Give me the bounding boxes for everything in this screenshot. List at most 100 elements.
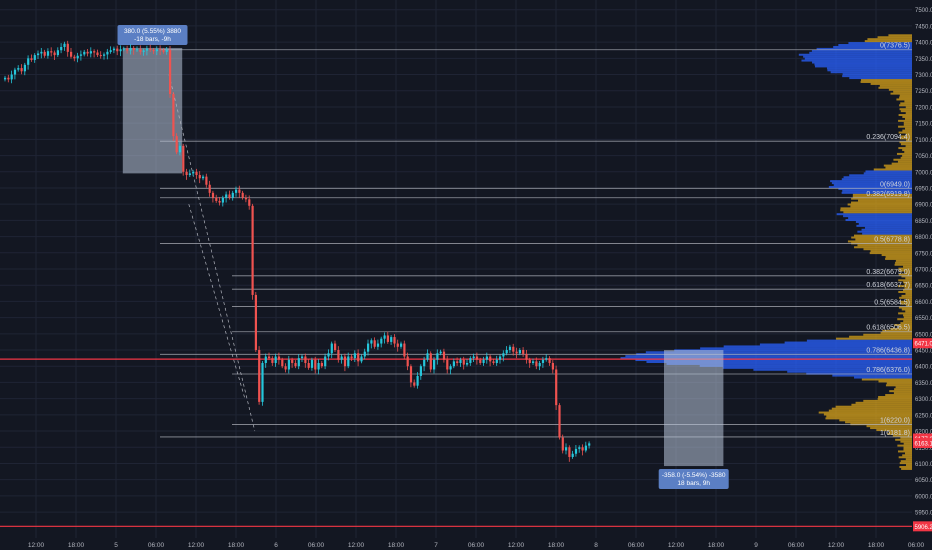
volume-profile-bar xyxy=(798,53,912,56)
volume-profile-bar xyxy=(896,152,912,155)
volume-profile-bar xyxy=(850,205,912,208)
volume-profile-bar xyxy=(855,401,912,404)
time-tick-label: 06:00 xyxy=(148,542,165,549)
price-tick-label: 6400.0 xyxy=(915,365,932,371)
volume-profile-bar xyxy=(905,106,912,109)
candle-body xyxy=(482,359,485,363)
candle-body xyxy=(93,51,96,53)
volume-profile-bar xyxy=(905,139,912,142)
volume-profile-bar xyxy=(823,413,912,416)
volume-profile-bar xyxy=(818,411,912,414)
candle-body xyxy=(297,358,300,367)
volume-profile-bar xyxy=(842,73,912,76)
volume-profile-bar xyxy=(894,324,912,327)
volume-profile-bar xyxy=(881,254,912,257)
candle-body xyxy=(274,356,277,363)
price-tick-label: 7500.0 xyxy=(915,8,932,14)
candle-body xyxy=(73,56,76,59)
volume-profile-bar xyxy=(900,322,912,325)
time-tick-label: 9 xyxy=(754,542,758,549)
price-badge xyxy=(913,438,932,449)
volume-profile-bar xyxy=(753,368,912,371)
candle-body xyxy=(370,340,373,344)
volume-profile-bar xyxy=(898,273,912,276)
volume-profile-bar xyxy=(896,98,912,101)
candle-body xyxy=(541,359,545,363)
candle-body xyxy=(99,55,102,57)
candle-body xyxy=(390,337,393,342)
candle-body xyxy=(188,173,191,176)
price-tick-label: 7000.0 xyxy=(915,170,932,176)
volume-profile-bar xyxy=(899,462,912,465)
candle-body xyxy=(383,335,386,339)
time-tick-label: 5 xyxy=(114,542,118,549)
dashed-trend-line[interactable] xyxy=(188,204,246,399)
candle-body xyxy=(192,171,195,174)
candle-body xyxy=(469,358,472,363)
volume-profile-bar xyxy=(904,127,912,130)
fib-level-label: 0(6949.0) xyxy=(880,181,910,188)
candle-body xyxy=(403,343,406,357)
candle-body xyxy=(317,362,320,370)
measure-label-line2: 18 bars, 9h xyxy=(677,480,710,487)
fib-level-label: 0.382(6679.0) xyxy=(866,269,910,276)
volume-profile-bar xyxy=(842,75,912,78)
price-axis[interactable]: 7500.0 7450.0 7400.0 7350.0 7300.0 7250.0 7200… xyxy=(912,0,932,550)
candle-body xyxy=(301,356,304,359)
volume-profile-bar xyxy=(903,320,912,323)
trend-projection-lines[interactable] xyxy=(168,74,256,432)
dashed-trend-line[interactable] xyxy=(168,74,256,432)
fib-level-label: 0.236(7094.4) xyxy=(866,134,910,141)
candle-body xyxy=(169,49,172,94)
candle-body xyxy=(324,356,327,367)
volume-profile-bar xyxy=(885,255,912,258)
volume-profile-bar xyxy=(854,234,912,237)
volume-profile-bar xyxy=(861,378,912,381)
volume-profile-bar xyxy=(897,318,912,321)
candle-body xyxy=(304,356,307,363)
fibonacci-levels[interactable]: 0(7376.5) 0.236(7094.4) 0(6949.0) 0.382(691… xyxy=(160,43,912,438)
candle-body xyxy=(165,49,168,52)
candle-body xyxy=(96,52,99,56)
candle-body xyxy=(492,361,495,363)
fib-level-label: 0.786(6376.0) xyxy=(866,367,910,374)
volume-profile-bar xyxy=(893,90,912,93)
volume-profile-bar xyxy=(904,287,912,290)
volume-profile-bar xyxy=(857,244,912,247)
measure-box-drop-2[interactable] xyxy=(664,350,724,467)
volume-profile-bar xyxy=(801,59,912,62)
volume-profile-bar xyxy=(898,114,912,117)
candle-body xyxy=(314,359,317,370)
candle-body xyxy=(380,338,383,344)
volume-profile-bar xyxy=(904,150,912,153)
candle-body xyxy=(538,362,541,367)
volume-profile-bar xyxy=(851,236,912,239)
volume-profile-bar xyxy=(898,290,912,293)
volume-profile-bar xyxy=(839,419,912,422)
price-axis-background xyxy=(912,0,932,550)
volume-profile-bar xyxy=(849,335,912,338)
volume-profile-bar xyxy=(870,82,912,85)
price-tick-label: 6600.0 xyxy=(915,300,932,306)
volume-profile-bar xyxy=(898,267,912,270)
candle-body xyxy=(23,64,26,72)
volume-profile-bar xyxy=(809,51,912,54)
measure-label-line2: -18 bars, -9h xyxy=(134,36,171,43)
volume-profile-bar xyxy=(832,374,912,377)
candle-body xyxy=(442,351,446,360)
price-tick-label: 6700.0 xyxy=(915,268,932,274)
horizontal-ray-levels[interactable] xyxy=(0,358,912,527)
candle-body xyxy=(10,74,13,80)
volume-profile-bar xyxy=(803,55,912,58)
price-badge-label: 5906.2 xyxy=(915,525,932,531)
volume-profile-bar xyxy=(843,211,912,214)
volume-profile-bar xyxy=(858,222,912,225)
candle-body xyxy=(172,93,175,137)
volume-profile-bar xyxy=(902,149,912,152)
candle-body xyxy=(205,176,208,185)
volume-profile-bar xyxy=(900,135,912,138)
candle-body xyxy=(548,358,551,363)
time-axis[interactable]: 12:00 18:00 5 06:00 12:00 18:00 6 06:00 12:00 18:… xyxy=(0,538,932,550)
candle-body xyxy=(70,51,73,57)
